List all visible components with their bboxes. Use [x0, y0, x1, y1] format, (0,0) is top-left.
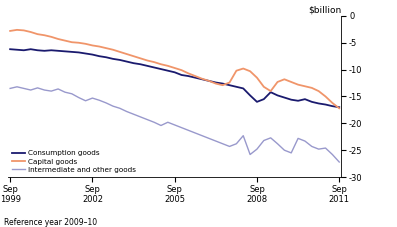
Text: Reference year 2009–10: Reference year 2009–10	[4, 218, 97, 227]
Legend: Consumption goods, Capital goods, Intermediate and other goods: Consumption goods, Capital goods, Interm…	[10, 147, 139, 176]
Text: $billion: $billion	[308, 5, 341, 14]
